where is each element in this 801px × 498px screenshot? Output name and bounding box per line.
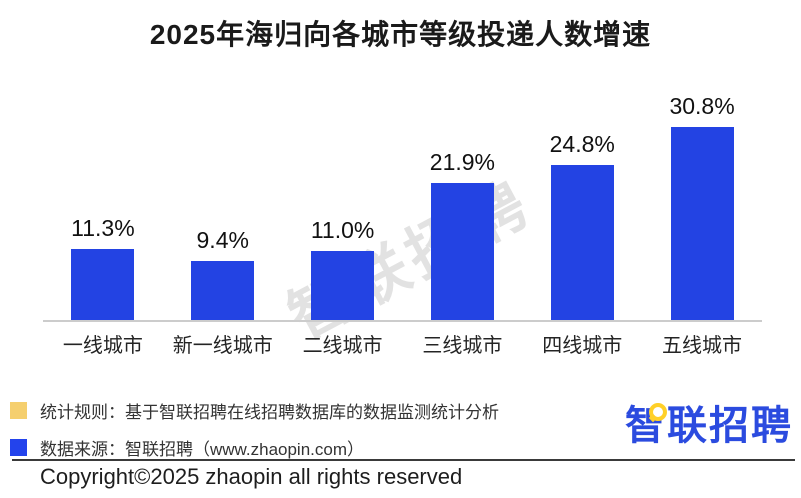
bar-value-label: 11.0% (310, 217, 375, 244)
plot-area: 11.3% 9.4% 11.0% 21.9% 24.8% 30.8% (43, 84, 762, 320)
legend-swatch-yellow (10, 402, 27, 419)
category-label: 一线城市 (62, 335, 143, 357)
bar (71, 249, 135, 320)
chart-title: 2025年海归向各城市等级投递人数增速 (149, 19, 652, 50)
bar-column: 11.3% (43, 84, 163, 320)
category-label: 二线城市 (302, 335, 383, 357)
category-label: 新一线城市 (172, 335, 273, 357)
category-label: 三线城市 (422, 335, 503, 357)
legend-row-source: 数据来源：智联招聘（www.zhaopin.com） (10, 435, 499, 460)
bar-value-label: 11.3% (71, 215, 135, 242)
bar-column: 11.0% (283, 84, 403, 320)
legend-row-rules: 统计规则：基于智联招聘在线招聘数据库的数据监测统计分析 (10, 398, 499, 423)
bar (670, 126, 734, 320)
legend-text-source: 数据来源：智联招聘（www.zhaopin.com） (40, 440, 365, 459)
category-label: 五线城市 (662, 335, 743, 357)
footer-legend: 统计规则：基于智联招聘在线招聘数据库的数据监测统计分析 数据来源：智联招聘（ww… (10, 398, 499, 460)
bar (550, 164, 614, 320)
footer-divider (12, 459, 795, 461)
bar (191, 261, 255, 320)
bar-column: 21.9% (402, 84, 522, 320)
category-label: 四线城市 (542, 335, 623, 357)
x-axis-line (43, 320, 762, 322)
legend-text-rules: 统计规则：基于智联招聘在线招聘数据库的数据监测统计分析 (40, 403, 499, 422)
bar-column: 30.8% (642, 84, 762, 320)
bar-value-label: 24.8% (549, 130, 615, 157)
bar-value-label: 9.4% (196, 227, 249, 254)
copyright-text: Copyright©2025 zhaopin all rights reserv… (40, 464, 463, 489)
logo-speech-bubble-icon (649, 403, 667, 421)
bar-value-label: 30.8% (669, 92, 735, 119)
bar (430, 182, 494, 320)
legend-swatch-blue (10, 439, 27, 456)
bar-column: 9.4% (163, 84, 283, 320)
bar (311, 251, 375, 320)
zhaopin-logo: 智联招聘 (625, 402, 793, 450)
bar-value-label: 21.9% (429, 148, 495, 175)
category-row: 一线城市 新一线城市 二线城市 三线城市 四线城市 五线城市 (43, 329, 762, 358)
bar-column: 24.8% (522, 84, 642, 320)
